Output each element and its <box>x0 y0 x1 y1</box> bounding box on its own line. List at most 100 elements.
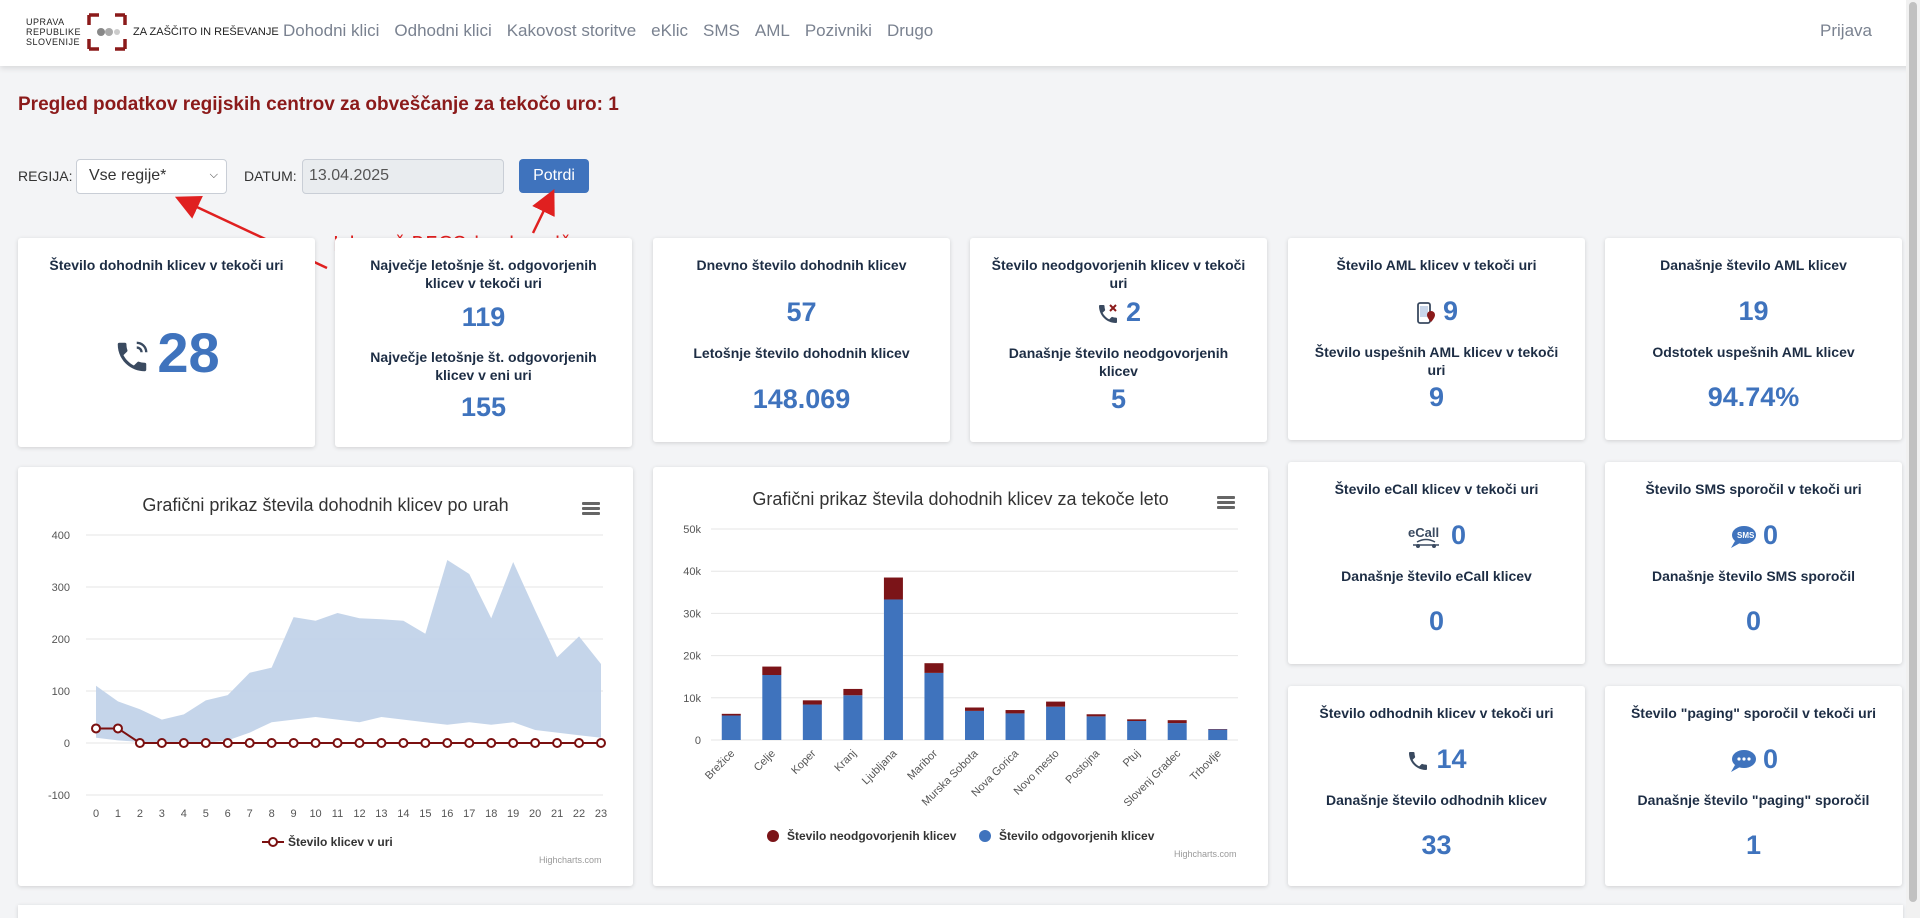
bar-unanswered <box>843 688 863 696</box>
x-tick-label: Maribor <box>905 747 940 782</box>
data-point <box>244 738 255 748</box>
bar-unanswered <box>762 666 782 676</box>
card-label-2: Današnje število SMS sporočil <box>1651 568 1856 584</box>
card-label-2: Današnje število odhodnih klicev <box>1326 792 1547 808</box>
card-value-1: 119 <box>461 302 506 332</box>
data-point <box>266 738 277 748</box>
page-scrollbar[interactable] <box>1906 0 1920 918</box>
bar-unanswered <box>1046 701 1066 707</box>
x-tick-label: 5 <box>203 808 209 820</box>
region-select-value: Vse regije* <box>89 167 167 184</box>
data-point <box>464 738 475 748</box>
card-value-1: SMS 0 <box>1605 520 1902 551</box>
bar-answered <box>1208 729 1228 740</box>
data-point <box>134 738 145 748</box>
bar-unanswered <box>965 707 984 711</box>
data-point <box>398 738 409 748</box>
card-sms: Število SMS sporočil v tekoči uri SMS 0 … <box>1605 462 1902 664</box>
y-tick-label: 200 <box>52 634 70 646</box>
bar-unanswered <box>924 663 944 673</box>
chart-credit[interactable]: Highcharts.com <box>539 855 602 865</box>
card-value-2: 1 <box>1745 830 1762 860</box>
data-point <box>178 738 189 748</box>
x-tick-label: 3 <box>159 808 165 820</box>
chart-menu-icon[interactable] <box>582 502 600 516</box>
bar-unanswered <box>1086 714 1106 717</box>
card-value: 28 <box>18 320 315 385</box>
y-tick-label: 300 <box>52 582 70 594</box>
bar-answered <box>883 599 903 740</box>
page-title: Pregled podatkov regijskih centrov za ob… <box>18 94 619 115</box>
card-label-2: Največje letošnje št. odgovorjenih klice… <box>370 349 597 383</box>
region-select[interactable]: Vse regije* ⌵ <box>76 159 227 194</box>
login-link[interactable]: Prijava <box>1820 21 1872 40</box>
card-value-2: 5 <box>1110 384 1127 414</box>
phone-icon <box>1409 751 1428 770</box>
card-aml-today: Današnje število AML klicev 19 Odstotek … <box>1605 238 1902 440</box>
nav-sms[interactable]: SMS <box>703 21 740 40</box>
card-label-2: Odstotek uspešnih AML klicev <box>1652 344 1855 360</box>
chart-legend-answered[interactable]: Število odgovorjenih klicev <box>979 829 1154 843</box>
submit-button[interactable]: Potrdi <box>519 159 589 193</box>
legend-label: Število klicev v uri <box>288 835 393 849</box>
card-label-1: Število "paging" sporočil v tekoči uri <box>1630 705 1877 721</box>
card-ecall: Število eCall klicev v tekoči uri eCall … <box>1288 462 1585 664</box>
nav-drugo[interactable]: Drugo <box>886 21 934 40</box>
x-tick-label: 4 <box>181 808 187 820</box>
navbar: UPRAVA REPUBLIKE SLOVENIJE ZA ZAŠČITO IN… <box>0 0 1920 66</box>
chart-credit[interactable]: Highcharts.com <box>1174 849 1237 859</box>
x-tick-label: 6 <box>225 808 231 820</box>
x-tick-label: 21 <box>551 808 563 820</box>
card-daily-incoming: Dnevno število dohodnih klicev 57 Letošn… <box>653 238 950 442</box>
hourly-calls-chart-card: Grafični prikaz števila dohodnih klicev … <box>18 467 633 886</box>
card-value-2: 0 <box>1428 606 1445 636</box>
nav-dohodni-klici[interactable]: Dohodni klici <box>283 21 380 40</box>
nav-pozivniki[interactable]: Pozivniki <box>804 21 872 40</box>
logo[interactable]: UPRAVA REPUBLIKE SLOVENIJE ZA ZAŠČITO IN… <box>26 12 279 52</box>
x-tick-label: Ptuj <box>1121 748 1143 770</box>
data-point <box>552 738 563 748</box>
card-value-2: 148.069 <box>752 384 851 414</box>
bar-answered <box>1167 723 1187 740</box>
x-tick-label: Trbovlje <box>1188 748 1224 784</box>
nav-odhodni-klici[interactable]: Odhodni klici <box>394 21 492 40</box>
card-label-2: Letošnje število dohodnih klicev <box>693 345 910 361</box>
y-tick-label: 50k <box>683 524 701 536</box>
data-point <box>486 738 497 748</box>
x-tick-label: 19 <box>507 808 519 820</box>
bar-answered <box>1086 716 1106 740</box>
nav-aml[interactable]: AML <box>754 21 790 40</box>
card-value-1: 19 <box>1738 296 1769 326</box>
x-tick-label: 22 <box>573 808 585 820</box>
card-label-1: Število AML klicev v tekoči uri <box>1336 257 1537 273</box>
chart-legend[interactable]: Število klicev v uri <box>262 835 393 849</box>
x-tick-label: 14 <box>397 808 409 820</box>
data-point <box>420 738 431 748</box>
y-tick-label: 20k <box>683 651 701 663</box>
data-point <box>310 738 321 748</box>
annotation-arrow-submit <box>531 189 555 234</box>
x-tick-label: Koper <box>789 747 818 776</box>
logo-emblem-icon <box>87 13 127 51</box>
x-tick-label: 17 <box>463 808 475 820</box>
aml-location-icon <box>1417 301 1435 324</box>
data-point <box>91 723 101 734</box>
data-point <box>530 738 541 748</box>
svg-text:eCall: eCall <box>1408 525 1439 540</box>
nav-kakovost-storitve[interactable]: Kakovost storitve <box>506 21 637 40</box>
x-tick-label: Postojna <box>1063 747 1102 786</box>
data-point <box>288 738 299 748</box>
data-point <box>354 738 365 748</box>
card-label-1: Največje letošnje št. odgovorjenih klice… <box>370 257 597 291</box>
bar-unanswered <box>1127 719 1147 722</box>
scrollbar-thumb[interactable] <box>1909 2 1917 902</box>
yearly-calls-chart-card: Grafični prikaz števila dohodnih klicev … <box>653 467 1268 886</box>
sms-bubble-icon: SMS <box>1730 525 1756 548</box>
chart-legend-unanswered[interactable]: Število neodgovorjenih klicev <box>767 829 956 843</box>
chart-menu-icon[interactable] <box>1217 496 1235 510</box>
nav-eklic[interactable]: eKlic <box>651 21 689 40</box>
date-field[interactable]: 13.04.2025 <box>302 159 504 194</box>
card-label-1: Število neodgovorjenih klicev v tekoči u… <box>991 257 1246 291</box>
x-tick-label: 11 <box>332 808 343 820</box>
card-label-1: Dnevno število dohodnih klicev <box>696 257 907 273</box>
